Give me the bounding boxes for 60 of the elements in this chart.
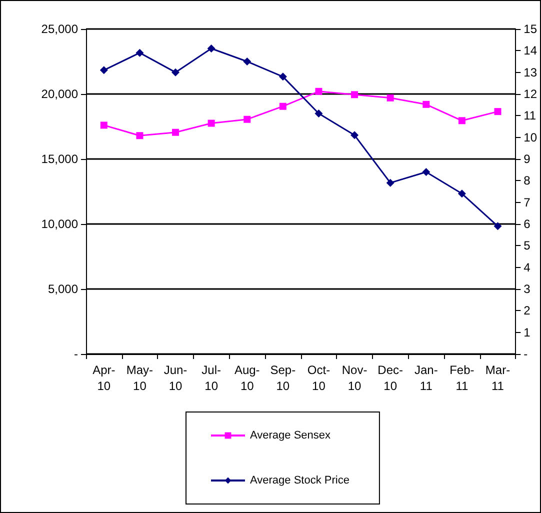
y2-tick-label: 11 xyxy=(524,108,536,123)
y2-tick-label: 6 xyxy=(524,217,531,231)
point xyxy=(458,190,466,198)
y-tick-label: - xyxy=(74,347,78,361)
y2-tick-label: 5 xyxy=(524,238,531,253)
point xyxy=(136,132,144,140)
point xyxy=(422,168,430,176)
x-tick-label: May-10 xyxy=(126,363,154,393)
y2-tick-label: - xyxy=(524,347,528,361)
point xyxy=(350,131,359,140)
point xyxy=(279,102,286,110)
y2-tick-label: 7 xyxy=(524,195,531,210)
x-tick-label: Mar-11 xyxy=(485,363,510,393)
point xyxy=(314,110,323,118)
y-tick-label: 25,000 xyxy=(41,22,78,36)
x-tick-label: Sep-10 xyxy=(270,363,296,393)
point xyxy=(315,88,322,95)
point xyxy=(172,128,180,136)
point xyxy=(243,58,252,66)
point xyxy=(278,72,287,81)
point xyxy=(172,68,180,76)
point xyxy=(244,116,251,123)
point xyxy=(458,117,466,124)
point xyxy=(386,94,394,102)
x-tick-label: Nov-10 xyxy=(342,363,368,393)
y2-tick-label: 15 xyxy=(524,22,538,36)
y2-tick-label: 9 xyxy=(524,152,531,166)
legend-label: Average Stock Price xyxy=(250,474,350,486)
point xyxy=(100,122,108,129)
y2-tick-label: 14 xyxy=(524,44,538,58)
point xyxy=(100,66,108,74)
point xyxy=(208,120,215,127)
x-tick-label: Apr-10 xyxy=(92,363,116,393)
y2-tick-label: 4 xyxy=(524,260,531,274)
x-tick-label: Oct-10 xyxy=(307,363,330,393)
y-tick-label: 10,000 xyxy=(41,217,78,231)
y2-tick-label: 10 xyxy=(524,130,538,144)
y-tick-label: 15,000 xyxy=(41,152,78,166)
point xyxy=(422,100,430,108)
y2-tick-label: 2 xyxy=(524,304,531,318)
point xyxy=(494,222,502,230)
x-tick-label: Feb-11 xyxy=(450,363,474,393)
x-tick-label: Aug-10 xyxy=(234,363,260,393)
point xyxy=(207,44,216,52)
y2-tick-label: 1 xyxy=(524,325,531,340)
x-tick-label: Jun-10 xyxy=(164,363,188,393)
y2-tick-label: 13 xyxy=(524,65,538,80)
point xyxy=(386,178,394,187)
x-tick-label: Jul-10 xyxy=(202,363,221,393)
point xyxy=(351,91,358,98)
y-tick-label: 20,000 xyxy=(41,87,78,101)
y2-tick-label: 3 xyxy=(524,282,531,296)
point xyxy=(136,48,144,57)
y2-tick-label: 12 xyxy=(524,87,538,101)
x-tick-label: Dec-10 xyxy=(378,363,404,393)
y-tick-label: 5,000 xyxy=(48,282,78,296)
legend-label: Average Sensex xyxy=(250,430,332,442)
x-tick-label: Jan-11 xyxy=(414,363,438,393)
point xyxy=(494,108,502,116)
y2-tick-label: 8 xyxy=(524,174,531,188)
